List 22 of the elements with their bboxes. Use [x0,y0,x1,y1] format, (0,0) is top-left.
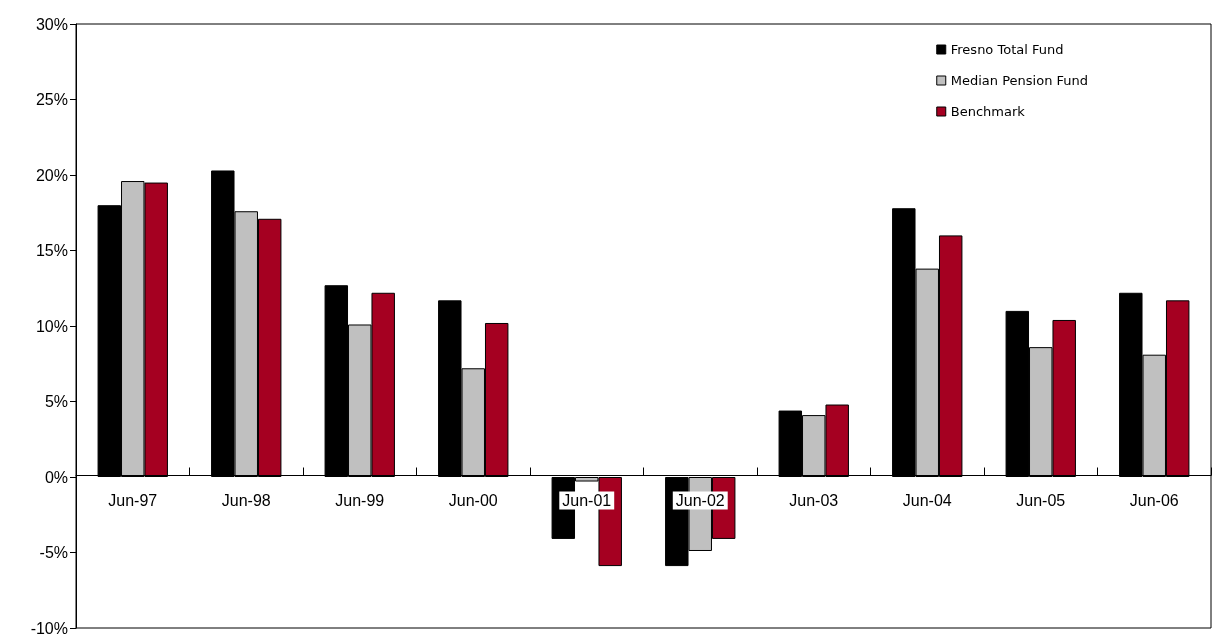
y-tick-label: 10% [35,317,68,335]
x-tick-label: Jun-04 [902,492,952,509]
y-tick-label: 25% [35,91,68,108]
legend-label: Median Pension Fund [950,73,1089,88]
y-tick-label: 0% [44,468,68,486]
x-tick-label: Jun-97 [108,492,158,509]
x-tick-label: Jun-00 [448,492,498,509]
y-tick-label: 15% [35,242,68,259]
x-tick-label: Jun-98 [221,492,271,509]
y-tick-label: -10% [30,619,68,637]
x-tick-label: Jun-99 [335,492,385,509]
y-tick-label: 5% [44,393,68,410]
x-tick-label: Jun-01 [562,492,612,509]
legend-label: Benchmark [950,104,1026,119]
x-tick-label: Jun-05 [1016,492,1066,509]
legend-label: Fresno Total Fund [950,42,1064,57]
y-tick-label: -5% [39,544,68,561]
x-tick-label: Jun-02 [675,492,725,509]
x-tick-label: Jun-06 [1129,492,1179,509]
y-tick-label: 20% [35,166,68,184]
y-tick-label: 30% [35,15,68,33]
x-tick-label: Jun-03 [789,492,839,509]
